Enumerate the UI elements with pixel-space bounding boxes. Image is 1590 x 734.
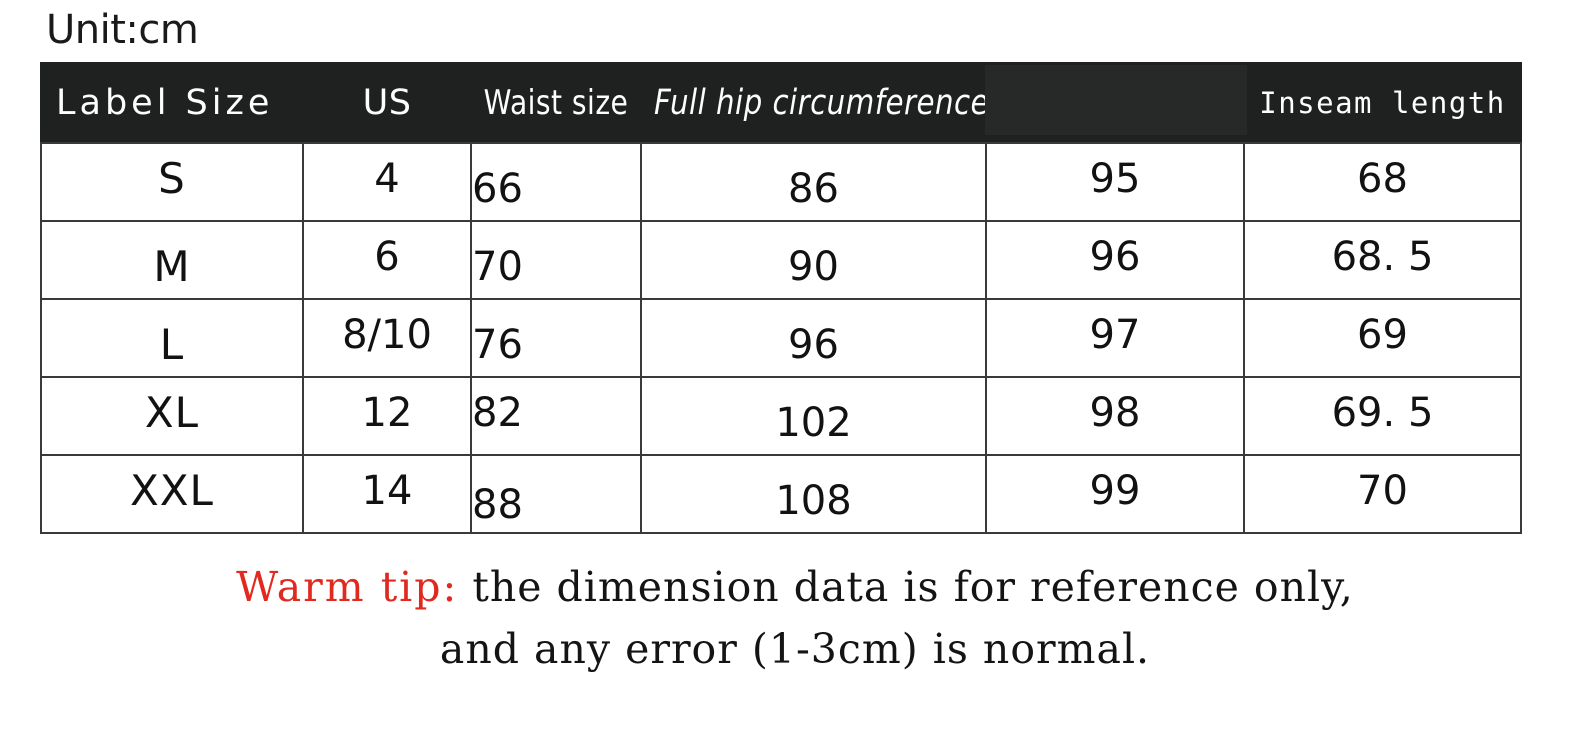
cell-value: 102 xyxy=(775,400,852,446)
cell-us: 8/10 xyxy=(302,298,472,378)
column-header-full-hip-circumference: Full hip circumference xyxy=(640,62,987,144)
column-header-full-hip-circumference-text: Full hip circumference xyxy=(654,82,986,123)
column-header-inseam-length: Inseam length xyxy=(1243,62,1522,144)
warm-tip-line-1-rest: the dimension data is for reference only… xyxy=(458,563,1354,611)
cell-us: 6 xyxy=(302,220,472,300)
cell-full-hip-circumference: 96 xyxy=(640,298,987,378)
cell-value: 97 xyxy=(1089,312,1141,358)
table-header-row: Label Size US Waist size Full hip circum… xyxy=(40,62,1522,144)
table-row: M 6 70 90 96 68. 5 xyxy=(40,220,1522,300)
cell-inseam-length: 68. 5 xyxy=(1243,220,1522,300)
cell-value: 86 xyxy=(788,166,839,212)
cell-value: 88 xyxy=(472,482,523,528)
table-row: XXL 14 88 108 99 70 xyxy=(40,454,1522,534)
cell-full-hip-circumference: 90 xyxy=(640,220,987,300)
cell-value: 108 xyxy=(775,478,852,524)
column-header-waist-size-text: Waist size xyxy=(483,83,629,123)
column-header-us-text: US xyxy=(362,82,412,123)
cell-value: 66 xyxy=(472,166,523,212)
cell-value: 4 xyxy=(374,156,400,202)
cell-value: 99 xyxy=(1089,468,1141,514)
warm-tip-note: Warm tip: the dimension data is for refe… xyxy=(0,556,1590,680)
size-chart-table-container: Label Size US Waist size Full hip circum… xyxy=(40,62,1522,534)
cell-value: 82 xyxy=(472,390,523,436)
cell-waist-size: 82 xyxy=(470,376,642,456)
cell-value: XXL xyxy=(130,466,214,515)
table-body: S 4 66 86 95 68 M xyxy=(40,142,1522,534)
cell-value: 69. 5 xyxy=(1331,390,1434,436)
cell-bottom-length: 97 xyxy=(985,298,1245,378)
cell-inseam-length: 69. 5 xyxy=(1243,376,1522,456)
table-row: L 8/10 76 96 97 69 xyxy=(40,298,1522,378)
cell-value: 96 xyxy=(1089,234,1141,280)
cell-value: 96 xyxy=(788,322,839,368)
column-header-inseam-length-text: Inseam length xyxy=(1259,85,1506,120)
column-header-waist-size: Waist size xyxy=(470,62,642,144)
warm-tip-line-1: Warm tip: the dimension data is for refe… xyxy=(0,556,1590,618)
cell-label-size: XXL xyxy=(40,454,304,534)
cell-value: 76 xyxy=(472,322,523,368)
cell-label-size: XL xyxy=(40,376,304,456)
cell-value: S xyxy=(158,154,186,203)
cell-waist-size: 76 xyxy=(470,298,642,378)
column-header-label-size: Label Size xyxy=(40,62,304,144)
cell-us: 14 xyxy=(302,454,472,534)
cell-full-hip-circumference: 102 xyxy=(640,376,987,456)
cell-bottom-length: 96 xyxy=(985,220,1245,300)
cell-value: 98 xyxy=(1089,390,1141,436)
cell-value: 68. 5 xyxy=(1331,234,1434,280)
cell-waist-size: 66 xyxy=(470,142,642,222)
size-chart-table: Label Size US Waist size Full hip circum… xyxy=(40,62,1522,534)
cell-value: 70 xyxy=(1357,468,1408,514)
table-row: XL 12 82 102 98 69. 5 xyxy=(40,376,1522,456)
warm-tip-line-2: and any error (1-3cm) is normal. xyxy=(439,625,1151,673)
cell-waist-size: 70 xyxy=(470,220,642,300)
cell-label-size: S xyxy=(40,142,304,222)
cell-bottom-length: 99 xyxy=(985,454,1245,534)
cell-label-size: M xyxy=(40,220,304,300)
unit-label: Unit:cm xyxy=(46,7,199,53)
cell-label-size: L xyxy=(40,298,304,378)
cell-inseam-length: 70 xyxy=(1243,454,1522,534)
cell-value: 68 xyxy=(1357,156,1408,202)
cell-value: 69 xyxy=(1357,312,1408,358)
cell-full-hip-circumference: 108 xyxy=(640,454,987,534)
cell-value: 70 xyxy=(472,244,523,290)
cell-us: 4 xyxy=(302,142,472,222)
column-header-bottom-length: Bottom length xyxy=(985,62,1245,144)
cell-value: 12 xyxy=(361,390,413,436)
cell-value: L xyxy=(159,320,185,369)
cell-inseam-length: 68 xyxy=(1243,142,1522,222)
column-header-bottom-length-text: Bottom length xyxy=(1003,82,1227,123)
cell-inseam-length: 69 xyxy=(1243,298,1522,378)
cell-value: 90 xyxy=(788,244,839,290)
cell-value: XL xyxy=(144,388,200,437)
warm-tip-label: Warm tip: xyxy=(236,563,459,611)
cell-value: 8/10 xyxy=(342,312,432,358)
table-row: S 4 66 86 95 68 xyxy=(40,142,1522,222)
column-header-label-size-text: Label Size xyxy=(56,82,274,123)
cell-value: 95 xyxy=(1089,156,1141,202)
cell-bottom-length: 98 xyxy=(985,376,1245,456)
cell-us: 12 xyxy=(302,376,472,456)
cell-full-hip-circumference: 86 xyxy=(640,142,987,222)
cell-value: M xyxy=(153,242,191,291)
cell-value: 6 xyxy=(374,234,400,280)
cell-waist-size: 88 xyxy=(470,454,642,534)
column-header-us: US xyxy=(302,62,472,144)
cell-bottom-length: 95 xyxy=(985,142,1245,222)
cell-value: 14 xyxy=(361,468,413,514)
